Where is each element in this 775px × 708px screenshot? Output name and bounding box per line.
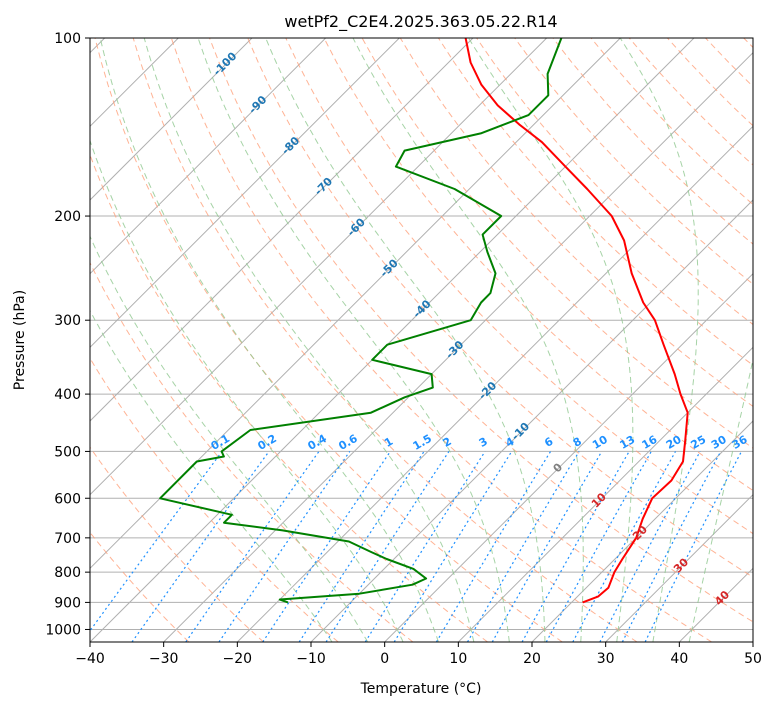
- y-axis-label: Pressure (hPa): [12, 290, 28, 390]
- x-tick-label: 20: [523, 651, 541, 667]
- isotherm-line: [457, 346, 753, 642]
- mixing-ratio-line: [621, 451, 722, 642]
- x-tick-label: 50: [744, 651, 762, 667]
- isotherm-line: [90, 38, 695, 642]
- x-tick-label: 30: [597, 651, 615, 667]
- moist-adiabat: [619, 38, 699, 642]
- moist-adiabat: [90, 235, 369, 642]
- moist-adiabat: [352, 38, 584, 642]
- y-tick-label: 800: [54, 565, 81, 581]
- background-lines: [90, 38, 753, 642]
- dewpoint-line: [159, 38, 563, 604]
- x-tick-label: −20: [223, 651, 253, 667]
- x-tick-label: 0: [380, 651, 389, 667]
- plot-frame: [89, 37, 754, 643]
- mixing-ratio-line: [521, 451, 630, 642]
- dry-adiabat: [285, 38, 753, 535]
- y-tick-label: 300: [54, 313, 81, 329]
- chart-title: wetPf2_C2E4.2025.363.05.22.R14: [284, 12, 557, 32]
- temperature-line: [464, 38, 689, 604]
- dry-adiabat: [247, 38, 753, 578]
- dry-adiabat: [514, 38, 753, 285]
- mixing-ratio-line: [599, 451, 701, 642]
- dry-adiabat: [132, 38, 638, 642]
- isotherm-line: [90, 38, 621, 570]
- mixing-ratio-line: [466, 451, 580, 642]
- isotherm-line: [90, 38, 400, 349]
- dry-adiabat: [90, 446, 264, 642]
- mixing-ratio-line: [393, 451, 513, 642]
- moist-adiabat: [90, 139, 404, 642]
- isotherm-line: [384, 272, 753, 642]
- isotherm-line: [605, 493, 753, 642]
- y-tick-label: 900: [54, 595, 81, 611]
- moist-adiabat: [143, 38, 475, 642]
- mixing-ratio-line: [364, 451, 486, 642]
- mixing-ratio-line: [90, 451, 223, 632]
- mixing-ratio-line: [491, 451, 603, 642]
- dry-adiabat: [209, 38, 753, 623]
- moist-adiabat: [197, 38, 510, 642]
- x-axis-label: Temperature (°C): [360, 681, 482, 697]
- mixing-ratio-line: [644, 451, 743, 642]
- mixing-ratio-line: [572, 451, 677, 642]
- y-tick-label: 700: [54, 531, 81, 547]
- mixing-ratio-line: [435, 451, 552, 642]
- y-tick-label: 100: [54, 31, 81, 47]
- x-tick-label: 40: [670, 651, 688, 667]
- isotherm-line: [163, 51, 753, 642]
- mixing-ratio-line: [131, 451, 270, 642]
- dry-adiabat: [94, 38, 563, 642]
- moist-adiabat: [99, 38, 439, 642]
- mixing-ratio-line: [298, 451, 425, 642]
- isotherm-line: [90, 38, 474, 422]
- axis-ticks: −40 −30 −20 −10 0 10 20 30 40 50 100 200 300 400 500 60…: [45, 31, 762, 667]
- moist-adiabat: [90, 309, 333, 642]
- y-tick-label: 600: [54, 491, 81, 507]
- x-tick-label: 10: [449, 651, 467, 667]
- y-tick-label: 400: [54, 387, 81, 403]
- y-tick-label: 500: [54, 444, 81, 460]
- dry-adiabat: [476, 38, 753, 326]
- x-tick-label: −30: [149, 651, 179, 667]
- data-series: [159, 38, 689, 604]
- moist-adiabat: [265, 38, 546, 642]
- moist-adiabat: [688, 356, 753, 642]
- isotherm-line: [90, 38, 327, 275]
- dry-adiabat: [323, 38, 753, 492]
- isotherm-line: [90, 38, 548, 496]
- mixing-ratio-line: [545, 451, 652, 642]
- isotherm-line: [531, 420, 753, 642]
- x-tick-label: −40: [75, 651, 105, 667]
- y-tick-label: 200: [54, 209, 81, 225]
- isotherm-line: [90, 38, 253, 201]
- x-tick-label: −10: [296, 651, 326, 667]
- mixing-ratio-line: [325, 451, 450, 642]
- y-tick-label: 1000: [45, 622, 81, 638]
- dry-adiabat: [170, 38, 712, 642]
- dry-adiabat: [90, 261, 414, 642]
- isotherm-line: [236, 125, 753, 642]
